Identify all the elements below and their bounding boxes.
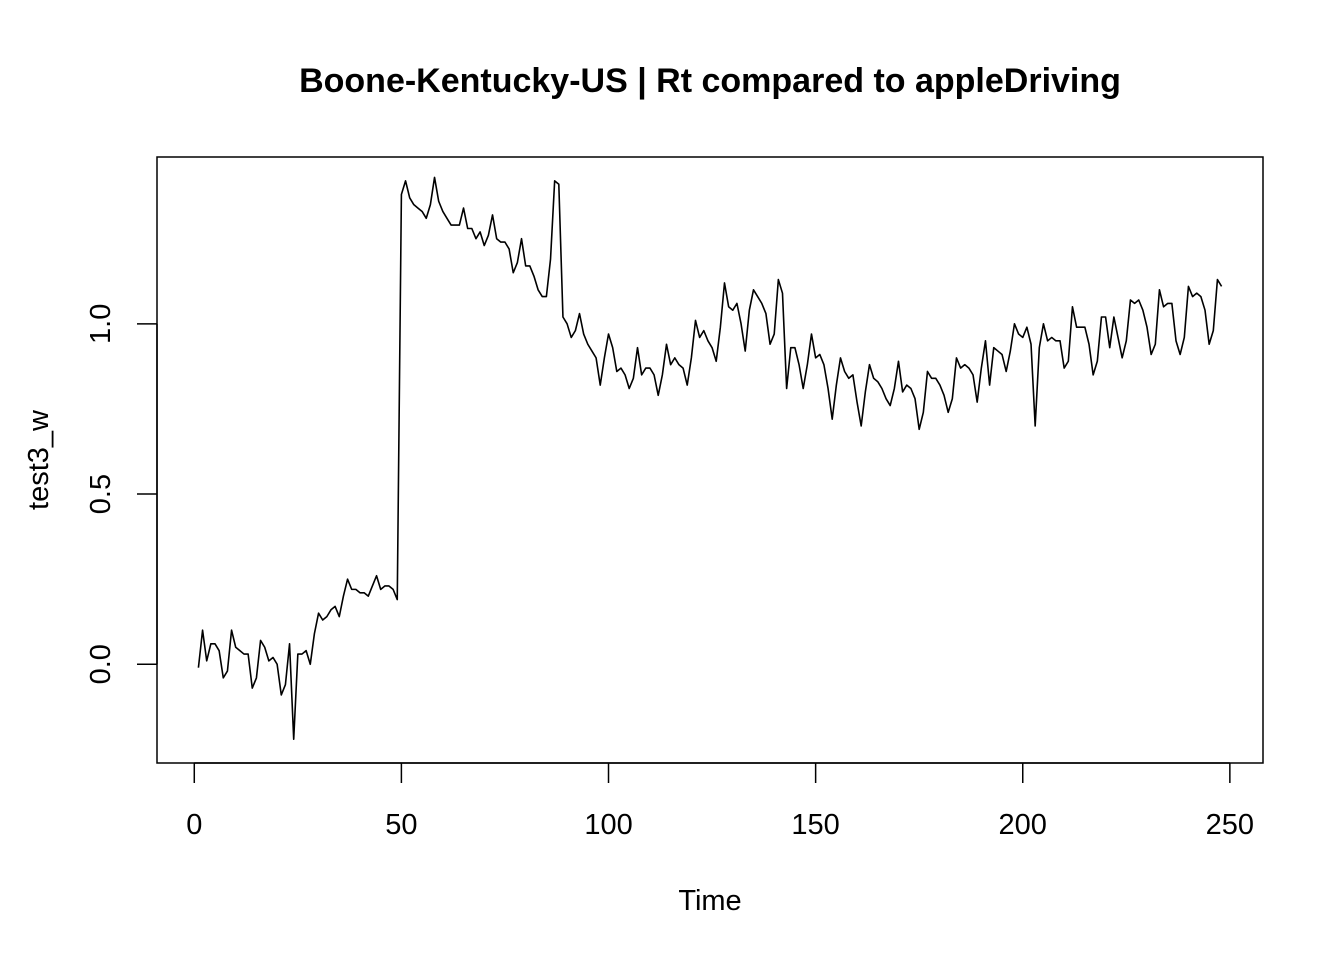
x-tick-label: 150 bbox=[791, 809, 839, 841]
y-tick-label: 0.0 bbox=[85, 644, 117, 684]
y-axis: 0.0 0.5 1.0 bbox=[85, 304, 158, 684]
y-tick-label: 1.0 bbox=[85, 304, 117, 344]
series-line bbox=[197, 176, 1223, 740]
x-axis-label: Time bbox=[678, 885, 741, 917]
x-tick-label: 250 bbox=[1206, 809, 1254, 841]
y-axis-label: test3_w bbox=[23, 409, 55, 510]
y-tick-label: 0.5 bbox=[85, 474, 117, 514]
x-tick-label: 0 bbox=[186, 809, 202, 841]
x-tick-label: 200 bbox=[999, 809, 1047, 841]
x-axis: 0 50 100 150 200 250 bbox=[186, 762, 1254, 841]
x-tick-label: 100 bbox=[584, 809, 632, 841]
series-group bbox=[197, 176, 1223, 740]
x-tick-label: 50 bbox=[385, 809, 417, 841]
chart-title: Boone-Kentucky-US | Rt compared to apple… bbox=[299, 62, 1121, 100]
